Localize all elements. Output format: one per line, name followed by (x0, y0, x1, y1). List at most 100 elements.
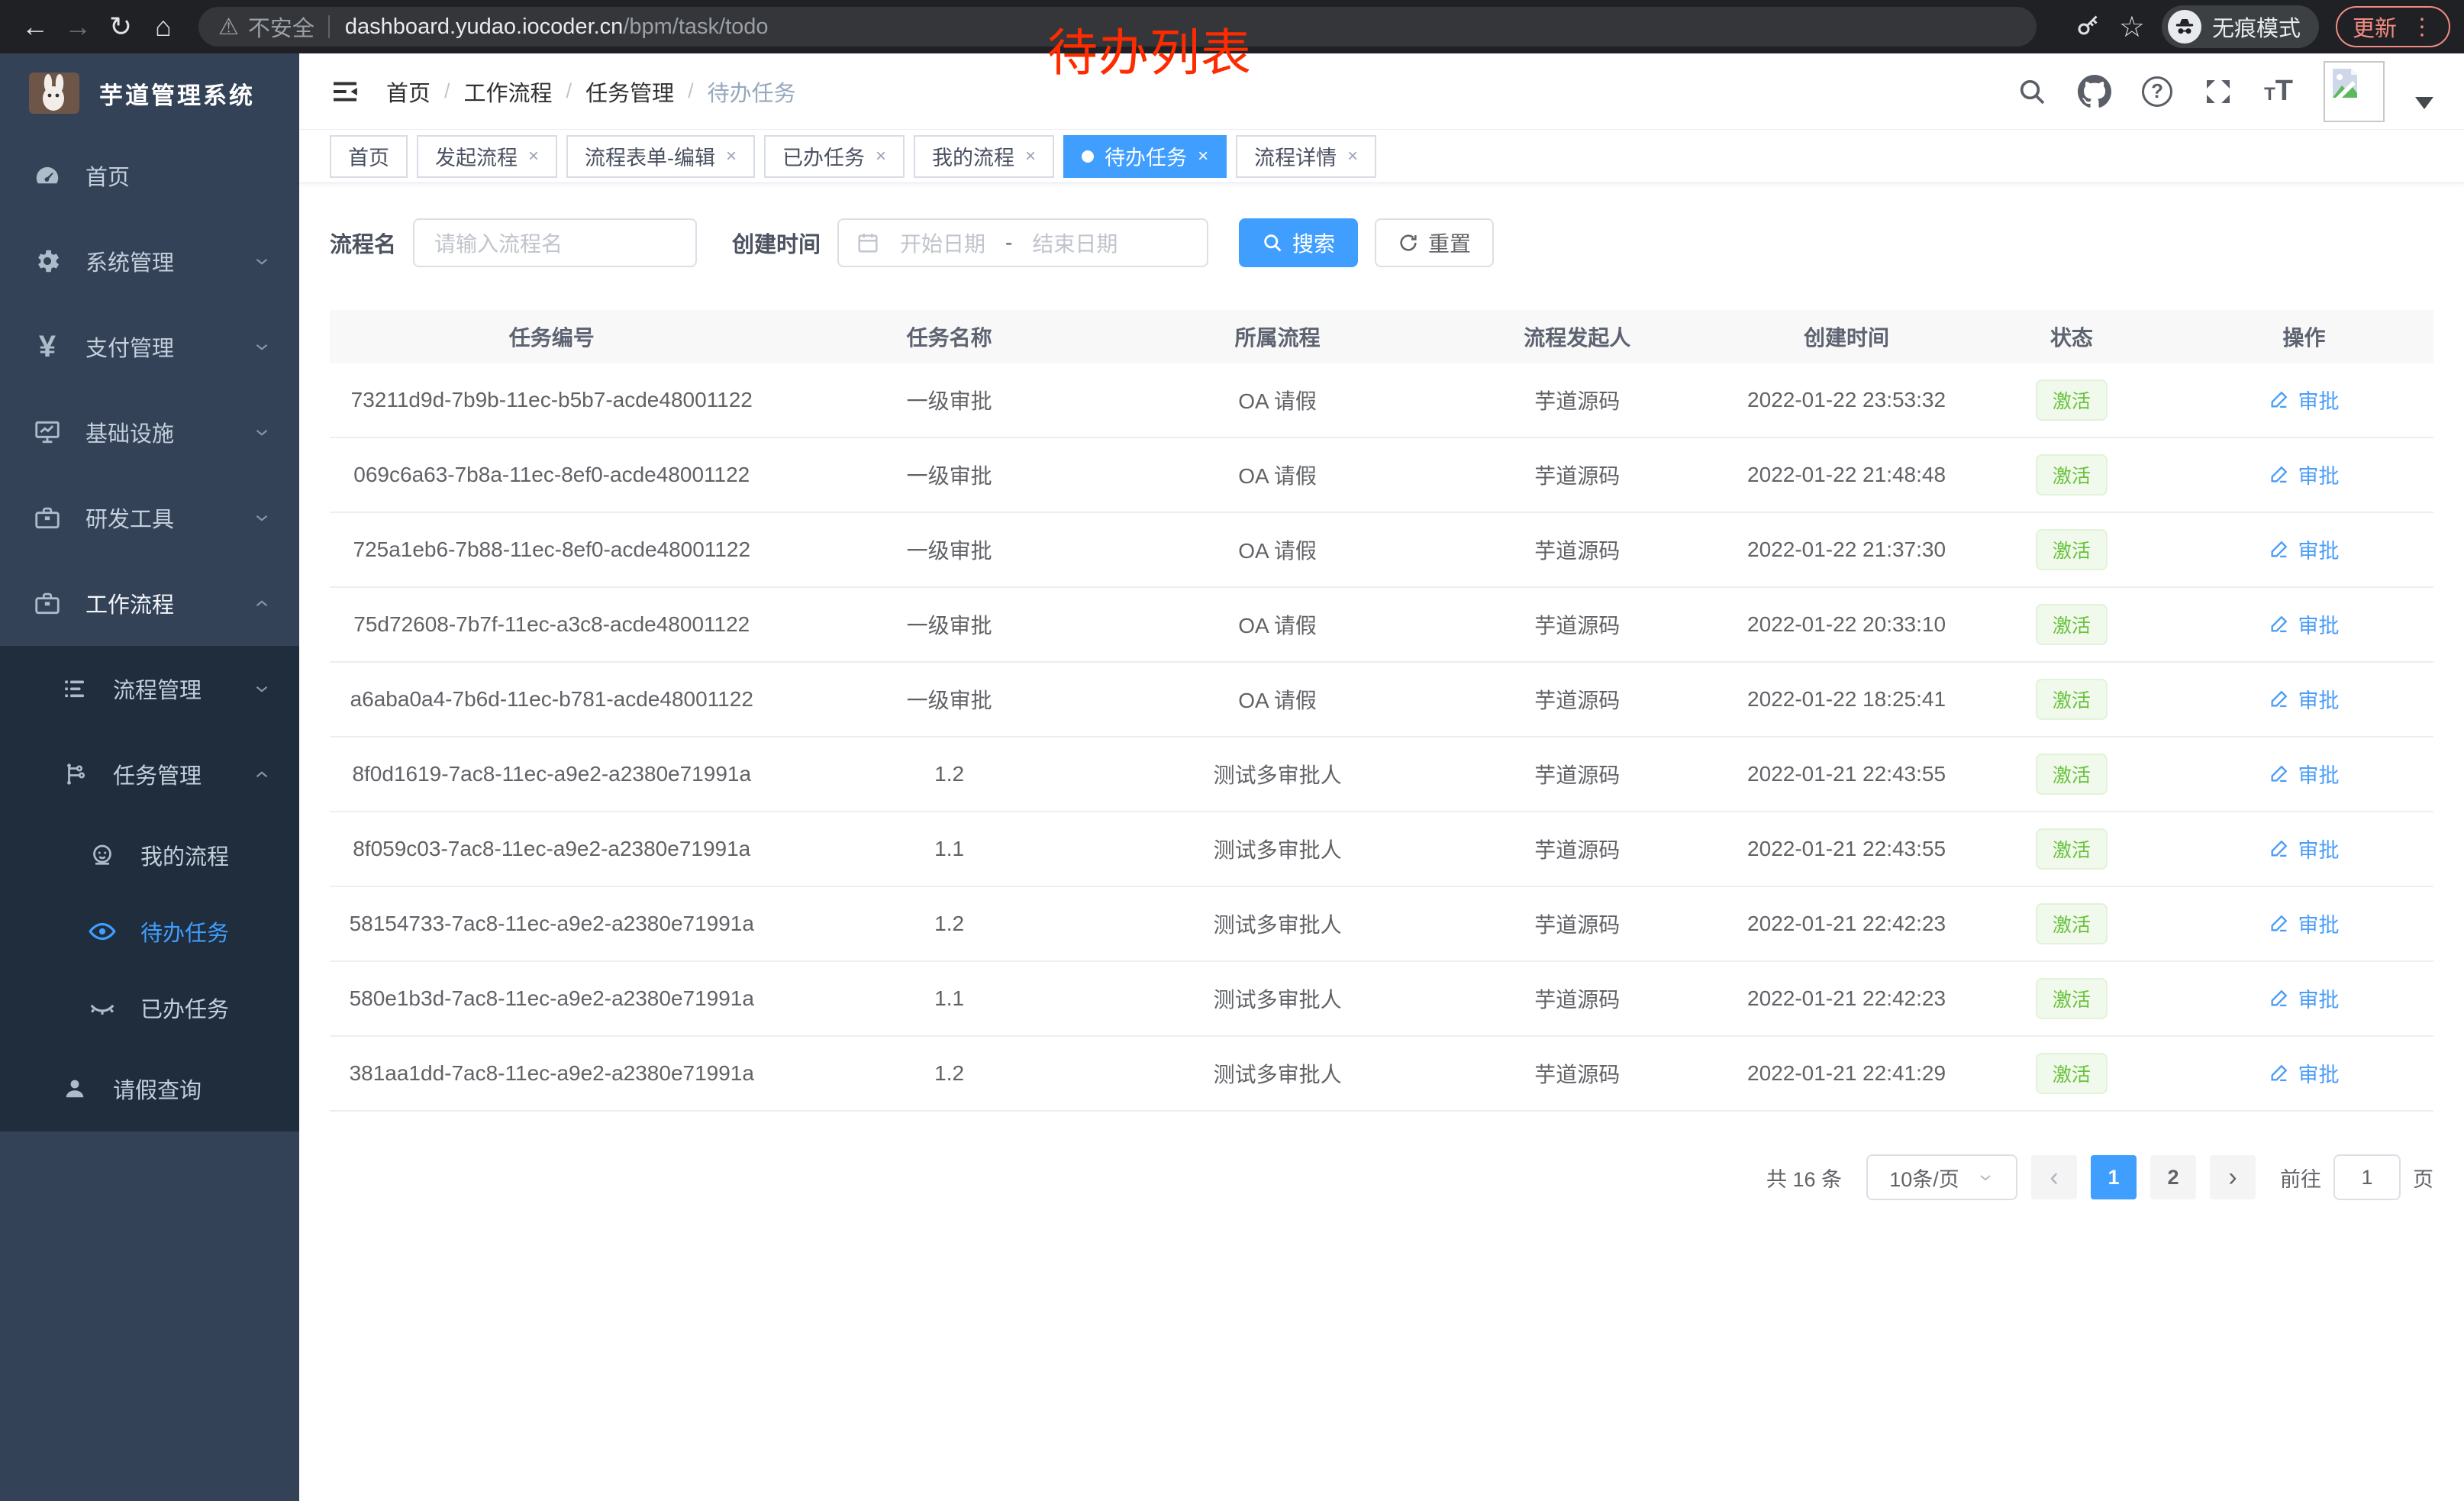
sidebar-item-done-tasks[interactable]: 已办任务 (0, 970, 299, 1046)
search-icon[interactable] (2017, 76, 2047, 107)
address-divider (327, 15, 330, 38)
page-button-2[interactable]: 2 (2150, 1155, 2196, 1199)
close-icon[interactable]: × (876, 145, 887, 166)
close-icon[interactable]: × (1347, 145, 1359, 166)
page-size-select[interactable]: 10条/页 (1866, 1154, 2017, 1200)
cell-action: 审批 (2175, 385, 2433, 416)
reset-button[interactable]: 重置 (1375, 218, 1495, 267)
approve-link[interactable]: 审批 (2269, 460, 2339, 489)
yen-icon: ¥ (38, 329, 56, 363)
cell-process: OA 请假 (1238, 389, 1317, 413)
approve-link[interactable]: 审批 (2269, 534, 2339, 564)
cell-process: OA 请假 (1238, 539, 1317, 563)
approve-link[interactable]: 审批 (2269, 385, 2339, 415)
cell-status: 激活 (1969, 379, 2175, 421)
cell-action: 审批 (2175, 759, 2433, 790)
briefcase-icon (31, 589, 64, 618)
tab-form-edit[interactable]: 流程表单-编辑 × (566, 134, 756, 178)
cell-action: 审批 (2175, 834, 2433, 865)
sidebar-item-task-management[interactable]: 任务管理 (0, 731, 299, 817)
browser-forward-icon[interactable]: → (64, 11, 92, 42)
search-button[interactable]: 搜索 (1239, 218, 1359, 267)
end-date-placeholder[interactable]: 结束日期 (1032, 232, 1118, 256)
tab-start-process[interactable]: 发起流程 × (417, 134, 558, 178)
close-icon[interactable]: × (726, 145, 737, 166)
github-icon[interactable] (2078, 74, 2112, 108)
approve-link[interactable]: 审批 (2269, 684, 2339, 714)
goto-page-input[interactable]: 1 (2333, 1154, 2401, 1200)
security-label[interactable]: 不安全 (247, 17, 314, 41)
breadcrumb-workflow[interactable]: 工作流程 (463, 81, 553, 106)
cell-status: 激活 (1969, 754, 2175, 795)
cell-starter: 芋道源码 (1534, 1063, 1621, 1086)
bookmark-star-icon[interactable]: ☆ (2118, 11, 2145, 44)
cell-starter: 芋道源码 (1534, 389, 1621, 413)
approve-link[interactable]: 审批 (2269, 609, 2339, 639)
prev-page-button[interactable]: ‹ (2031, 1155, 2077, 1199)
sidebar-item-payment[interactable]: ¥ 支付管理 (0, 304, 299, 389)
cell-task-name: 一级审批 (906, 539, 992, 563)
avatar[interactable] (2324, 60, 2385, 122)
browser-back-icon[interactable]: ← (21, 11, 49, 42)
process-name-input[interactable]: 请输入流程名 (413, 218, 698, 267)
table-row: a6aba0a4-7b6d-11ec-b781-acde48001122 一级审… (330, 663, 2433, 738)
sidebar-item-my-process[interactable]: 我的流程 (0, 817, 299, 893)
browser-update-button[interactable]: 更新 ⋮ (2335, 6, 2450, 47)
cell-task-id: 58154733-7ac8-11ec-a9e2-a2380e71991a (349, 912, 754, 935)
page-button-1[interactable]: 1 (2091, 1155, 2137, 1199)
browser-reload-icon[interactable]: ↻ (108, 11, 133, 42)
approve-link[interactable]: 审批 (2269, 834, 2339, 863)
tab-my-process[interactable]: 我的流程 × (914, 134, 1055, 178)
close-icon[interactable]: × (1025, 145, 1037, 166)
tab-done-tasks[interactable]: 已办任务 × (764, 134, 905, 178)
sidebar-item-devtools[interactable]: 研发工具 (0, 475, 299, 560)
approve-link[interactable]: 审批 (2269, 1058, 2339, 1088)
sidebar-item-system[interactable]: 系统管理 (0, 218, 299, 304)
cell-task-name: 1.1 (934, 986, 965, 1010)
approve-link[interactable]: 审批 (2269, 759, 2339, 789)
sidebar-item-process-management[interactable]: 流程管理 (0, 646, 299, 731)
browser-menu-icon[interactable]: ⋮ (2411, 14, 2433, 40)
tab-todo-tasks[interactable]: 待办任务 × (1063, 134, 1227, 178)
chevron-down-icon (252, 508, 272, 528)
breadcrumb-task-management[interactable]: 任务管理 (585, 81, 675, 106)
column-header: 创建时间 (1804, 326, 1890, 350)
password-key-icon[interactable] (2075, 13, 2102, 40)
browser-home-icon[interactable]: ⌂ (155, 11, 172, 42)
cell-task-id: 75d72608-7b7f-11ec-a3c8-acde48001122 (353, 612, 750, 636)
fullscreen-icon[interactable] (2203, 76, 2233, 107)
cell-starter: 芋道源码 (1534, 988, 1621, 1012)
start-date-placeholder[interactable]: 开始日期 (900, 232, 986, 256)
avatar-caret-icon[interactable] (2415, 96, 2433, 109)
status-badge: 激活 (2035, 454, 2108, 495)
chevron-down-icon (252, 337, 272, 357)
approve-link[interactable]: 审批 (2269, 909, 2339, 938)
close-icon[interactable]: × (1198, 145, 1209, 166)
cell-create-time: 2022-01-22 18:25:41 (1747, 687, 1946, 711)
cell-status: 激活 (1969, 454, 2175, 495)
table-row: 73211d9d-7b9b-11ec-b5b7-acde48001122 一级审… (330, 363, 2433, 438)
sidebar-item-leave-query[interactable]: 请假查询 (0, 1046, 299, 1131)
table-row: 069c6a63-7b8a-11ec-8ef0-acde48001122 一级审… (330, 438, 2433, 513)
date-range-picker[interactable]: 开始日期 - 结束日期 (837, 218, 1209, 267)
sidebar-item-home[interactable]: 首页 (0, 133, 299, 218)
update-label[interactable]: 更新 (2352, 17, 2397, 41)
app-logo-row[interactable]: 芋道管理系统 (0, 53, 299, 133)
tab-home[interactable]: 首页 (330, 134, 408, 178)
sidebar-item-infrastructure[interactable]: 基础设施 (0, 389, 299, 475)
sidebar-item-workflow[interactable]: 工作流程 (0, 560, 299, 646)
status-badge: 激活 (2035, 828, 2108, 870)
sidebar-fold-icon[interactable] (330, 76, 360, 107)
close-icon[interactable]: × (528, 145, 540, 166)
sidebar-item-todo-tasks[interactable]: 待办任务 (0, 893, 299, 970)
next-page-button[interactable]: › (2210, 1155, 2256, 1199)
help-icon[interactable]: ? (2142, 76, 2173, 107)
cell-task-name: 一级审批 (906, 614, 992, 638)
breadcrumb-home[interactable]: 首页 (386, 81, 431, 106)
cell-create-time: 2022-01-21 22:43:55 (1747, 837, 1946, 860)
address-bar[interactable]: ⚠ 不安全 dashboard.yudao.iocoder.cn /bpm/ta… (198, 7, 2037, 47)
approve-link[interactable]: 审批 (2269, 983, 2339, 1013)
cell-status: 激活 (1969, 529, 2175, 570)
tab-process-detail[interactable]: 流程详情 × (1236, 134, 1377, 178)
